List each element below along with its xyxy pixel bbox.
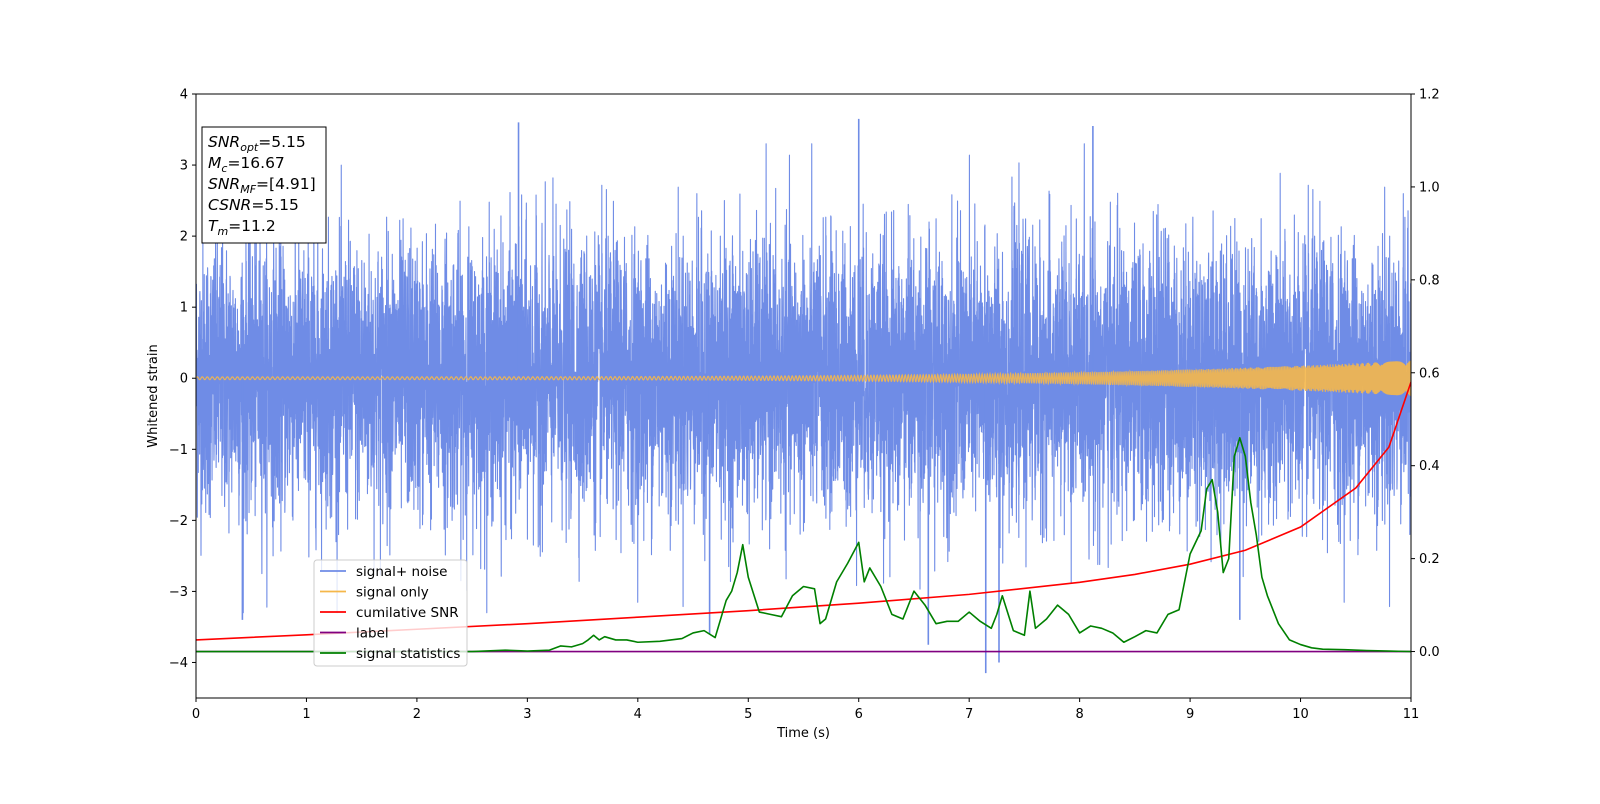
y2-tick-label: 0.0 (1419, 645, 1440, 660)
annotation-subscript: m (217, 225, 228, 238)
y-tick-label: −3 (169, 585, 188, 600)
annotation-line: CSNR=5.15 (208, 196, 299, 214)
legend-frame (313, 559, 468, 667)
series-signal-noise-line (196, 143, 1411, 614)
y2-tick-label: 0.6 (1419, 366, 1440, 381)
annotation-symbol: SNR (208, 133, 240, 151)
y-tick-label: 3 (180, 159, 188, 174)
x-tick-label: 4 (634, 707, 642, 722)
annotation-symbol: SNR (208, 175, 240, 193)
x-tick-label: 7 (965, 707, 973, 722)
legend: signal+ noise signal only cumilative SNR la… (313, 559, 468, 667)
annotation-value: =[4.91] (256, 175, 316, 193)
annotation-line: SNRopt=5.15 (208, 133, 306, 154)
series-signal-only-line (196, 360, 1411, 396)
x-tick-label: 3 (523, 707, 531, 722)
series-cumilative-snr-line (196, 381, 1411, 641)
y2-tick-label: 1.2 (1419, 88, 1440, 103)
annotation-subscript: c (221, 162, 227, 175)
x-tick-label: 10 (1292, 707, 1309, 722)
y-tick-label: 4 (180, 88, 188, 103)
series-group (196, 118, 1411, 674)
x-tick-label: 6 (855, 707, 863, 722)
series-signal-noise-spikes (241, 118, 1241, 674)
annotation-line: SNRMF=[4.91] (208, 175, 316, 196)
annotation-value: =11.2 (228, 217, 276, 235)
y2-tick-label: 1.0 (1419, 180, 1440, 195)
annotation-symbol: T (208, 217, 219, 235)
legend-label: signal only (356, 585, 429, 601)
y-tick-label: 1 (180, 301, 188, 316)
y-tick-label: 2 (180, 230, 188, 245)
y-tick-label: −1 (169, 443, 188, 458)
annotation-value: =5.15 (258, 133, 306, 151)
annotation-subscript: opt (240, 141, 259, 154)
x-axis-label: Time (s) (776, 726, 830, 741)
annotation-symbol: M (208, 154, 221, 172)
legend-label: signal+ noise (356, 564, 447, 580)
annotation-subscript: MF (240, 183, 256, 196)
y-tick-label: −2 (169, 514, 188, 529)
annotation-line: Mc=16.67 (208, 154, 285, 175)
x-tick-label: 2 (413, 707, 421, 722)
annotation-box: SNRopt=5.15Mc=16.67SNRMF=[4.91]CSNR=5.15… (201, 126, 327, 244)
x-tick-label: 5 (744, 707, 752, 722)
annotation-line: Tm=11.2 (208, 217, 276, 238)
y-axis-label: Whitened strain (146, 344, 161, 447)
y2-tick-label: 0.8 (1419, 273, 1440, 288)
y-tick-label: −4 (169, 656, 188, 671)
x-tick-label: 8 (1075, 707, 1083, 722)
series-signal-statistics-line (196, 437, 1411, 653)
y2-tick-label: 0.4 (1419, 459, 1440, 474)
legend-label: label (356, 626, 389, 642)
legend-label: signal statistics (356, 646, 460, 662)
annotation-value: =16.67 (227, 154, 284, 172)
ticks-layer: 0 1 2 3 4 5 6 7 8 9 10 1143210−1−2−3−41.21.00.80.60… (169, 88, 1440, 723)
annotation-value: =5.15 (251, 196, 299, 214)
annotation-box-frame (201, 126, 327, 244)
x-tick-label: 0 (192, 707, 200, 722)
x-tick-label: 9 (1186, 707, 1194, 722)
plot-frame (195, 93, 1412, 699)
x-tick-label: 11 (1403, 707, 1420, 722)
x-tick-label: 1 (302, 707, 310, 722)
y2-tick-label: 0.2 (1419, 552, 1440, 567)
annotation-symbol: CSNR (208, 196, 251, 214)
plot-layer (196, 118, 1411, 674)
legend-label: cumilative SNR (356, 605, 459, 621)
y-tick-label: 0 (180, 372, 188, 387)
